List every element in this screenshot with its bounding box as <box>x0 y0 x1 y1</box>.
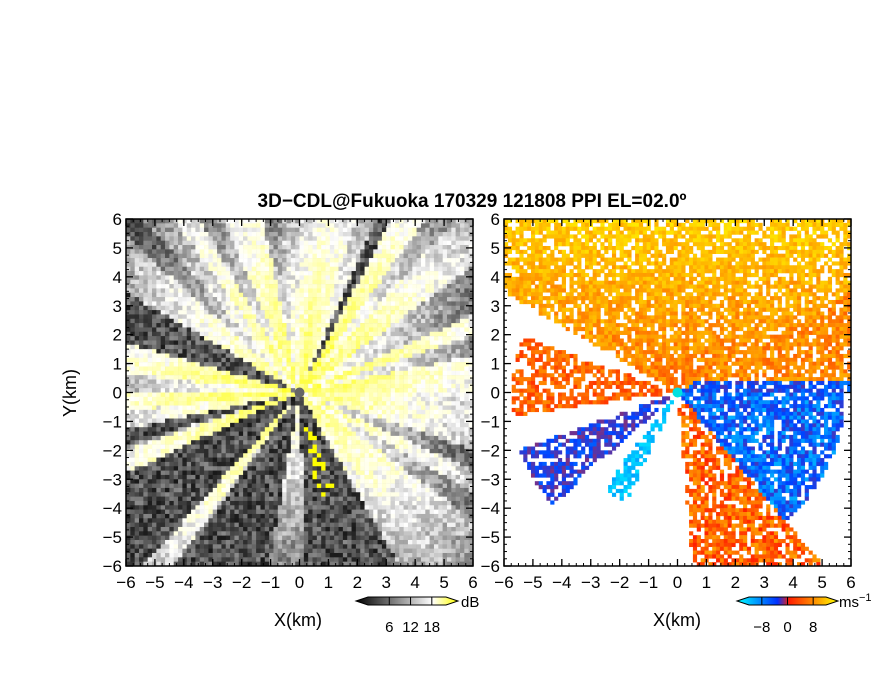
x-tick-label: 2 <box>731 573 740 592</box>
y-tick-label: 0 <box>113 384 122 403</box>
velocity-heatmap <box>504 219 851 566</box>
y-tick-label: 3 <box>491 297 500 316</box>
x-tick-label: −4 <box>174 573 193 592</box>
x-tick-label: 6 <box>468 573 477 592</box>
y-tick-label: 4 <box>113 268 122 287</box>
x-tick-label: −5 <box>523 573 542 592</box>
x-tick-label: −4 <box>552 573 571 592</box>
colorbar-tick-label: 8 <box>809 619 817 636</box>
x-tick-label: 3 <box>760 573 769 592</box>
y-tick-label: −6 <box>103 557 122 576</box>
x-tick-label: 4 <box>788 573 797 592</box>
y-tick-label: −2 <box>481 441 500 460</box>
x-tick-label: 0 <box>295 573 304 592</box>
y-tick-label: 5 <box>113 239 122 258</box>
y-tick-label: −4 <box>481 499 500 518</box>
y-tick-label: −3 <box>103 470 122 489</box>
colorbar-velocity-unit-base: ms <box>839 594 859 611</box>
snr-heatmap <box>126 219 473 566</box>
left-ylabel: Y(km) <box>60 369 80 417</box>
y-tick-label: −1 <box>103 412 122 431</box>
colorbar-tick-label: 0 <box>783 619 791 636</box>
y-tick-label: −4 <box>103 499 122 518</box>
y-tick-label: −1 <box>481 412 500 431</box>
x-tick-label: −6 <box>494 573 513 592</box>
y-tick-label: 6 <box>113 210 122 229</box>
x-tick-label: 6 <box>846 573 855 592</box>
y-tick-label: 0 <box>491 384 500 403</box>
x-tick-label: 5 <box>439 573 448 592</box>
x-tick-label: 1 <box>702 573 711 592</box>
radar-site-marker <box>672 387 683 398</box>
colorbar-tick-label: 18 <box>423 619 440 636</box>
y-tick-label: −5 <box>481 528 500 547</box>
x-tick-label: 4 <box>410 573 419 592</box>
right-xlabel: X(km) <box>653 610 701 630</box>
colorbar-tick-label: −8 <box>753 619 770 636</box>
x-tick-label: −1 <box>261 573 280 592</box>
x-tick-label: 0 <box>673 573 682 592</box>
y-tick-label: −6 <box>481 557 500 576</box>
x-tick-label: −5 <box>145 573 164 592</box>
x-tick-label: −3 <box>581 573 600 592</box>
x-tick-label: −6 <box>116 573 135 592</box>
y-tick-label: −5 <box>103 528 122 547</box>
colorbar-tick-label: 6 <box>385 619 393 636</box>
colorbar-snr-bar <box>354 596 460 606</box>
colorbar-velocity: −8 0 8 ms−1 <box>735 592 872 636</box>
x-tick-label: −3 <box>203 573 222 592</box>
x-tick-label: −2 <box>232 573 251 592</box>
colorbar-snr-unit: dB <box>461 594 479 611</box>
figure-title: 3D−CDL@Fukuoka 170329 121808 PPI EL=02.0… <box>258 191 687 212</box>
radar-site-marker <box>294 387 305 398</box>
y-tick-label: 2 <box>491 326 500 345</box>
colorbar-tick-label: 12 <box>402 619 419 636</box>
y-tick-label: 6 <box>491 210 500 229</box>
colorbar-snr: 6 12 18 dB <box>354 594 479 636</box>
y-tick-label: 4 <box>491 268 500 287</box>
y-tick-label: 5 <box>491 239 500 258</box>
y-tick-label: 3 <box>113 297 122 316</box>
x-tick-label: 3 <box>382 573 391 592</box>
x-tick-label: 2 <box>353 573 362 592</box>
y-tick-label: 1 <box>113 355 122 374</box>
y-tick-label: −2 <box>103 441 122 460</box>
y-tick-label: 2 <box>113 326 122 345</box>
x-tick-label: −2 <box>610 573 629 592</box>
colorbar-velocity-unit: ms−1 <box>839 592 872 611</box>
y-tick-label: 1 <box>491 355 500 374</box>
x-tick-label: −1 <box>639 573 658 592</box>
x-tick-label: 5 <box>817 573 826 592</box>
y-tick-label: −3 <box>481 470 500 489</box>
left-xlabel: X(km) <box>274 610 322 630</box>
colorbar-velocity-unit-exponent: −1 <box>859 592 872 604</box>
x-tick-label: 1 <box>324 573 333 592</box>
